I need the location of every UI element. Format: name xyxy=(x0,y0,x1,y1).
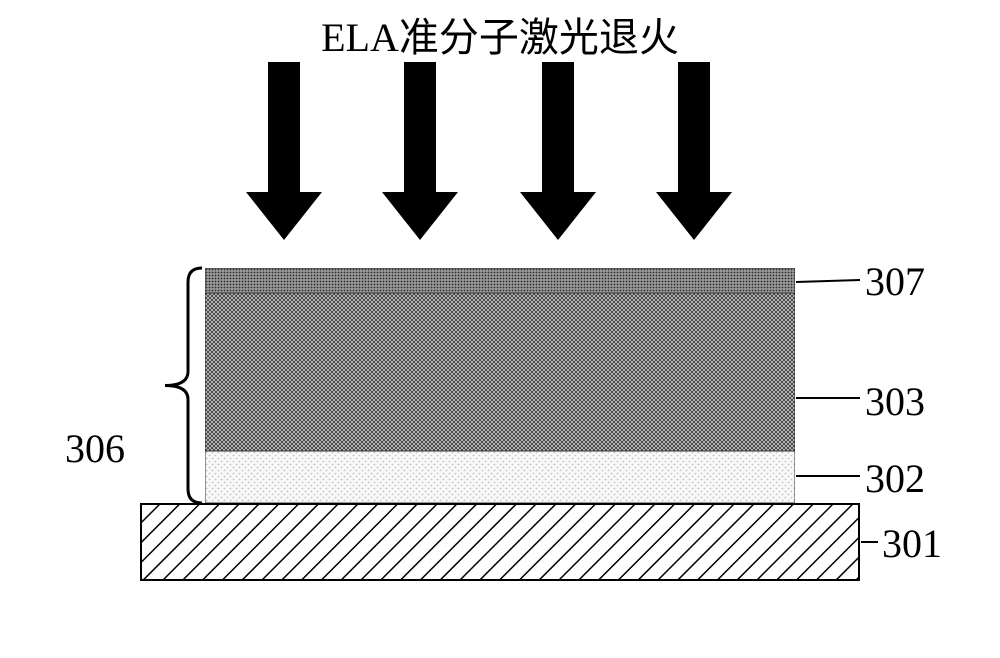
leader-line xyxy=(796,280,860,282)
label-303: 303 xyxy=(865,378,925,425)
label-306: 306 xyxy=(65,425,125,472)
leader-lines xyxy=(0,0,1000,658)
label-301: 301 xyxy=(882,520,942,567)
label-302: 302 xyxy=(865,455,925,502)
label-307: 307 xyxy=(865,258,925,305)
diagram-canvas: ELA准分子激光退火 xyxy=(0,0,1000,658)
